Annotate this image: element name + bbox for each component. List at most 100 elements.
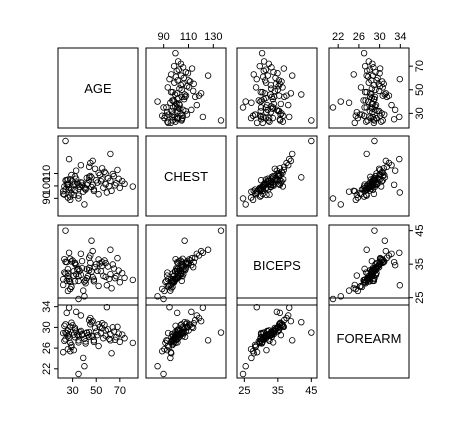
point-age-vs-biceps-70 [250, 71, 257, 78]
panel-age-age [57, 47, 139, 129]
point-chest-vs-age-64 [62, 137, 69, 145]
point-biceps-vs-age-78 [95, 282, 102, 290]
point-chest-vs-forearm-21 [352, 196, 359, 204]
variable-labels: AGE CHEST BICEPS FOREARM [84, 81, 401, 346]
point-chest-vs-biceps-79 [285, 161, 292, 169]
point-chest-vs-biceps-48 [262, 184, 270, 191]
point-chest-vs-age-29 [87, 172, 94, 180]
point-chest-vs-age-80 [82, 185, 89, 192]
point-forearm-vs-age-57 [109, 324, 116, 331]
point-age-vs-chest-38 [175, 94, 182, 102]
point-biceps-vs-chest-76 [183, 258, 191, 265]
point-chest-vs-age-20 [67, 176, 74, 183]
point-age-vs-chest-76 [183, 111, 191, 118]
point-biceps-vs-age-30 [78, 257, 86, 265]
point-age-vs-forearm-72 [329, 104, 337, 111]
point-biceps-vs-forearm-73 [396, 282, 404, 289]
point-chest-vs-age-74 [85, 163, 93, 171]
point-age-vs-biceps-81 [276, 80, 284, 88]
point-forearm-vs-chest-57 [184, 324, 192, 331]
point-age-vs-chest-71 [197, 90, 205, 97]
point-chest-vs-forearm-62 [365, 180, 372, 188]
point-forearm-vs-biceps-83 [298, 319, 305, 326]
point-age-vs-forearm-68 [391, 106, 399, 114]
point-biceps-vs-chest-78 [164, 282, 171, 290]
point-age-vs-forearm-71 [382, 90, 390, 97]
point-chest-vs-age-26 [68, 186, 75, 193]
point-biceps-vs-age-75 [64, 287, 72, 295]
scatter-points [59, 49, 404, 378]
point-forearm-vs-biceps-68 [273, 308, 281, 316]
tick-label-top-chest-110: 110 [180, 31, 198, 43]
point-forearm-vs-chest-79 [193, 312, 200, 319]
point-chest-vs-biceps-52 [272, 175, 279, 182]
point-biceps-vs-age-82 [70, 272, 77, 279]
point-age-vs-chest-62 [174, 58, 182, 65]
point-forearm-vs-biceps-72 [239, 370, 247, 378]
point-forearm-vs-biceps-71 [287, 317, 295, 325]
point-biceps-vs-age-80 [82, 277, 89, 284]
point-biceps-vs-chest-31 [189, 263, 197, 271]
point-age-vs-forearm-9 [377, 118, 385, 125]
point-age-vs-forearm-59 [370, 64, 377, 71]
point-forearm-vs-chest-1 [164, 329, 172, 337]
point-forearm-vs-age-76 [68, 319, 75, 326]
point-chest-vs-forearm-64 [371, 137, 378, 145]
point-age-vs-biceps-85 [269, 104, 277, 111]
point-age-vs-forearm-73 [396, 75, 404, 83]
tick-label-bottom-biceps-45: 45 [305, 385, 317, 397]
panel-biceps-age [57, 224, 139, 306]
panel-chest-chest [145, 135, 227, 217]
point-forearm-vs-chest-86 [167, 338, 175, 346]
point-age-vs-chest-83 [181, 91, 188, 98]
point-forearm-vs-biceps-82 [263, 346, 270, 354]
point-age-vs-biceps-58 [260, 67, 267, 75]
point-age-vs-forearm-37 [365, 98, 372, 105]
tick-label-left-forearm-34: 34 [41, 301, 53, 313]
point-age-vs-forearm-31 [375, 87, 383, 95]
point-age-vs-chest-20 [179, 112, 186, 119]
point-biceps-vs-age-73 [103, 282, 111, 289]
point-forearm-vs-biceps-75 [247, 345, 255, 353]
point-forearm-vs-age-70 [108, 350, 115, 357]
point-chest-vs-biceps-82 [263, 191, 270, 199]
point-age-vs-chest-46 [176, 85, 183, 92]
point-biceps-vs-age-79 [77, 250, 85, 257]
point-chest-vs-age-51 [102, 181, 109, 188]
tick-label-left-forearm-26: 26 [41, 342, 53, 354]
point-biceps-vs-forearm-8 [390, 258, 398, 266]
point-chest-vs-forearm-8 [390, 181, 398, 189]
point-forearm-vs-age-45 [90, 337, 98, 344]
point-chest-vs-age-82 [70, 191, 77, 199]
point-age-vs-chest-57 [184, 70, 192, 77]
point-forearm-vs-biceps-26 [251, 341, 259, 349]
point-biceps-vs-forearm-65 [396, 249, 403, 256]
point-age-vs-biceps-63 [258, 49, 266, 57]
point-forearm-vs-age-69 [80, 354, 87, 362]
point-chest-vs-age-21 [67, 196, 74, 204]
point-age-vs-forearm-79 [388, 101, 395, 109]
point-age-vs-forearm-60 [361, 62, 369, 70]
point-age-vs-forearm-23 [366, 107, 373, 115]
point-biceps-vs-forearm-76 [381, 258, 388, 265]
point-biceps-vs-forearm-26 [358, 283, 366, 291]
point-forearm-vs-biceps-8 [276, 309, 284, 317]
panel-forearm-age [57, 297, 139, 379]
point-forearm-vs-age-5 [62, 321, 69, 328]
point-age-vs-forearm-8 [390, 116, 398, 123]
point-chest-vs-age-58 [111, 182, 119, 189]
panel-forearm-forearm [328, 297, 410, 379]
point-forearm-vs-chest-72 [160, 370, 167, 378]
point-chest-vs-age-68 [72, 167, 80, 174]
point-chest-vs-forearm-52 [374, 175, 381, 182]
point-age-vs-biceps-75 [247, 114, 255, 122]
point-forearm-vs-chest-77 [188, 323, 196, 331]
point-age-vs-forearm-67 [337, 98, 344, 105]
point-age-vs-forearm-0 [362, 118, 370, 125]
point-biceps-vs-age-2 [59, 281, 67, 289]
point-forearm-vs-age-85 [75, 339, 82, 346]
point-chest-vs-age-46 [94, 179, 101, 186]
point-age-vs-biceps-84 [289, 72, 296, 79]
point-age-vs-biceps-86 [259, 88, 266, 96]
point-chest-vs-age-9 [61, 183, 68, 190]
